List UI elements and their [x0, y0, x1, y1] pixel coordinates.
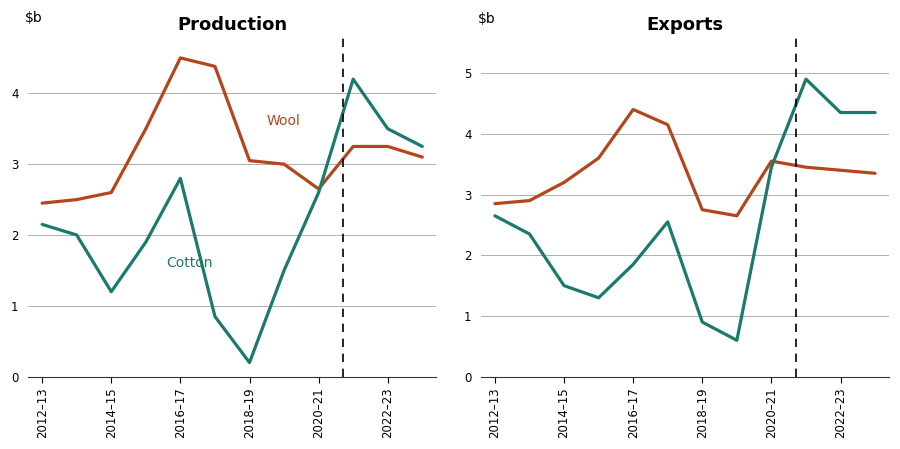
- Text: $b: $b: [478, 12, 495, 26]
- Text: $b: $b: [25, 11, 42, 25]
- Title: Exports: Exports: [646, 16, 724, 34]
- Title: Production: Production: [177, 16, 287, 34]
- Text: Cotton: Cotton: [166, 256, 213, 270]
- Text: Wool: Wool: [266, 114, 301, 128]
